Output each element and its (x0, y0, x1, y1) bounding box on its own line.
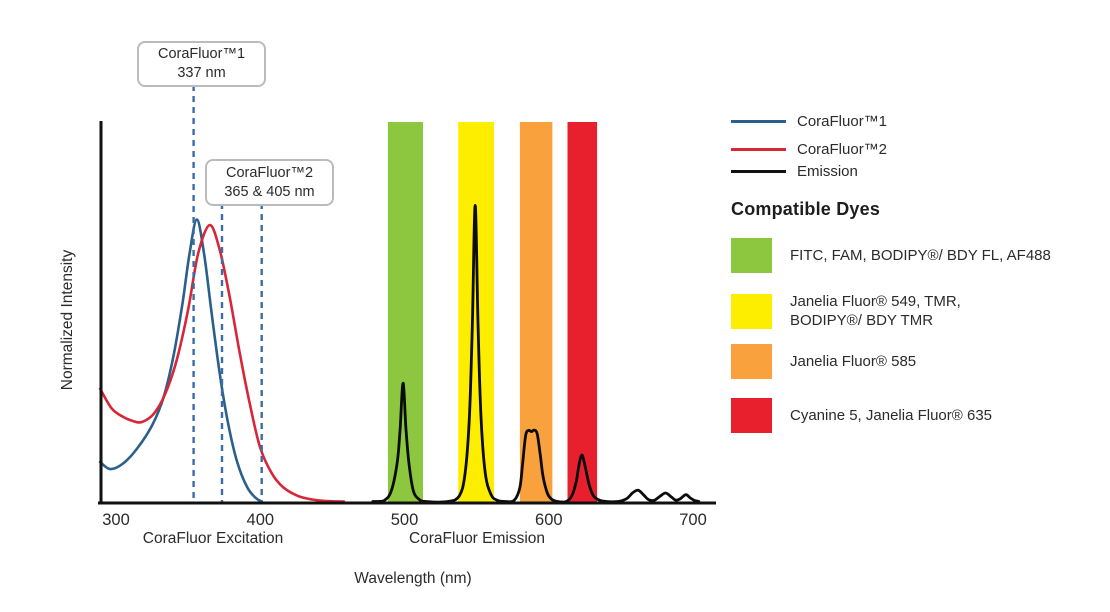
x-tick-400: 400 (247, 511, 275, 529)
y-axis-title: Normalized Intensity (59, 250, 76, 391)
compatible-dyes-heading: Compatible Dyes (731, 199, 881, 219)
callout-corafluor1-title: CoraFluor™1 (157, 46, 246, 62)
yellow-filter-swatch (731, 293, 772, 329)
spectra-plot: 300 400 500 600 700 CoraFluor Excitation CoraF… (59, 85, 716, 587)
dye-text-yellow: Janelia Fluor® 549, TMR, BODIPY®/ BDY TM… (790, 292, 961, 330)
callout-corafluor1: CoraFluor™1 337 nm (137, 41, 266, 87)
callout-corafluor2-title: CoraFluor™2 (225, 164, 314, 181)
legend-row-emission: Emission (731, 162, 858, 180)
corafluor1-line-swatch (731, 119, 786, 123)
green-filter-swatch (731, 238, 772, 273)
section-label-1: CoraFluor Emission (409, 530, 545, 547)
dye-text-yellow-line1: Janelia Fluor® 549, TMR, (790, 293, 961, 310)
dye-row-red: Cyanine 5, Janelia Fluor® 635 (731, 398, 992, 433)
red-filter-swatch (731, 398, 772, 433)
emission-line-swatch (731, 169, 786, 173)
filter-band-0 (387, 122, 423, 503)
callout-corafluor2-wavelength: 365 & 405 nm (224, 183, 315, 200)
legend-label-corafluor1: CoraFluor™1 (797, 112, 888, 130)
curve-0 (98, 218, 263, 503)
dye-text-green: FITC, FAM, BODIPY®/ BDY FL, AF488 (790, 246, 1051, 265)
callout-corafluor2: CoraFluor™2 365 & 405 nm (205, 159, 334, 206)
x-tick-500: 500 (391, 511, 419, 529)
section-label-0: CoraFluor Excitation (143, 530, 283, 547)
filter-band-3 (567, 122, 598, 503)
x-tick-300: 300 (102, 511, 130, 529)
filter-band-1 (458, 122, 494, 503)
corafluor2-line-swatch (731, 147, 786, 151)
dye-row-green: FITC, FAM, BODIPY®/ BDY FL, AF488 (731, 238, 1051, 273)
dye-text-orange: Janelia Fluor® 585 (790, 352, 916, 371)
legend-row-corafluor2: CoraFluor™2 (731, 140, 887, 158)
x-axis-title: Wavelength (nm) (354, 570, 471, 587)
legend-row-corafluor1: CoraFluor™1 (731, 112, 887, 130)
dye-row-orange: Janelia Fluor® 585 (731, 344, 916, 379)
dye-text-red-line1: Cyanine 5, Janelia Fluor® 635 (790, 407, 993, 424)
legend-label-corafluor2: CoraFluor™2 (797, 140, 888, 158)
legend-label-emission: Emission (797, 162, 858, 180)
dye-text-orange-line1: Janelia Fluor® 585 (790, 353, 917, 370)
x-tick-700: 700 (679, 511, 707, 529)
curve-1 (98, 223, 346, 503)
dye-text-yellow-line2: BODIPY®/ BDY TMR (790, 312, 934, 329)
orange-filter-swatch (731, 344, 772, 379)
dye-text-green-line1: FITC, FAM, BODIPY®/ BDY FL, AF488 (790, 247, 1051, 264)
x-tick-600: 600 (535, 511, 563, 529)
dye-row-yellow: Janelia Fluor® 549, TMR, BODIPY®/ BDY TM… (731, 292, 961, 330)
dye-text-red: Cyanine 5, Janelia Fluor® 635 (790, 406, 992, 425)
callout-corafluor1-wavelength: 337 nm (177, 65, 226, 81)
